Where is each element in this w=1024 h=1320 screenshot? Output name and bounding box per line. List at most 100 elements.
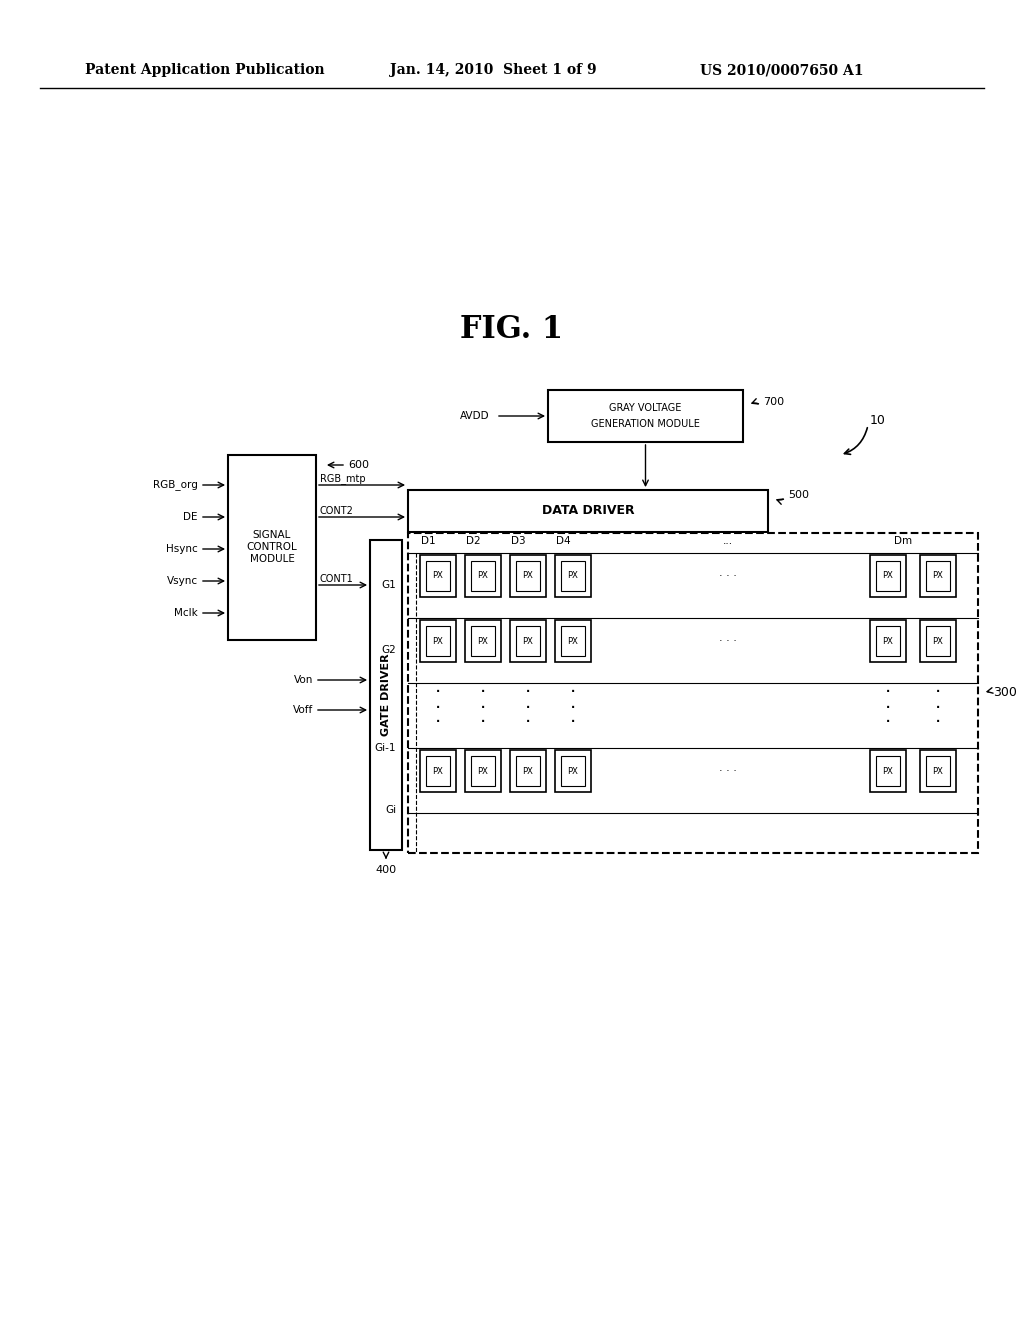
FancyBboxPatch shape bbox=[876, 626, 900, 656]
Text: ·: · bbox=[480, 714, 486, 733]
Text: CONT1: CONT1 bbox=[319, 574, 353, 583]
FancyBboxPatch shape bbox=[471, 561, 495, 591]
Text: ·: · bbox=[935, 698, 941, 718]
FancyBboxPatch shape bbox=[920, 620, 956, 663]
Text: Gi-1: Gi-1 bbox=[375, 743, 396, 752]
FancyBboxPatch shape bbox=[465, 620, 501, 663]
FancyBboxPatch shape bbox=[561, 626, 585, 656]
FancyBboxPatch shape bbox=[920, 750, 956, 792]
FancyBboxPatch shape bbox=[420, 750, 456, 792]
Text: FIG. 1: FIG. 1 bbox=[461, 314, 563, 346]
Text: PX: PX bbox=[883, 572, 893, 581]
Text: MODULE: MODULE bbox=[250, 554, 295, 565]
Text: US 2010/0007650 A1: US 2010/0007650 A1 bbox=[700, 63, 863, 77]
Text: 500: 500 bbox=[788, 490, 809, 500]
FancyBboxPatch shape bbox=[465, 554, 501, 597]
FancyBboxPatch shape bbox=[471, 756, 495, 785]
Text: ·: · bbox=[525, 698, 531, 718]
Text: DE: DE bbox=[183, 512, 198, 521]
Text: ·: · bbox=[570, 684, 577, 702]
Text: PX: PX bbox=[432, 636, 443, 645]
Text: GATE DRIVER: GATE DRIVER bbox=[381, 653, 391, 737]
Text: · · ·: · · · bbox=[719, 766, 737, 776]
FancyBboxPatch shape bbox=[926, 561, 950, 591]
FancyBboxPatch shape bbox=[876, 756, 900, 785]
Text: 700: 700 bbox=[763, 397, 784, 407]
FancyBboxPatch shape bbox=[510, 554, 546, 597]
Text: Voff: Voff bbox=[293, 705, 313, 715]
Text: PX: PX bbox=[477, 572, 488, 581]
Text: G1: G1 bbox=[381, 579, 396, 590]
Text: 400: 400 bbox=[376, 865, 396, 875]
Text: Vsync: Vsync bbox=[167, 576, 198, 586]
Text: PX: PX bbox=[933, 572, 943, 581]
Text: PX: PX bbox=[567, 767, 579, 776]
FancyBboxPatch shape bbox=[420, 554, 456, 597]
Text: ·: · bbox=[935, 714, 941, 733]
Text: ...: ... bbox=[723, 536, 733, 546]
Text: PX: PX bbox=[522, 572, 534, 581]
Text: PX: PX bbox=[477, 767, 488, 776]
Text: RGB_mtp: RGB_mtp bbox=[319, 474, 366, 484]
FancyBboxPatch shape bbox=[370, 540, 402, 850]
Text: Von: Von bbox=[294, 675, 313, 685]
Text: PX: PX bbox=[477, 636, 488, 645]
Text: ·: · bbox=[570, 698, 577, 718]
FancyBboxPatch shape bbox=[426, 756, 450, 785]
Text: RGB_org: RGB_org bbox=[154, 479, 198, 491]
Text: DATA DRIVER: DATA DRIVER bbox=[542, 504, 634, 517]
Text: Hsync: Hsync bbox=[166, 544, 198, 554]
FancyBboxPatch shape bbox=[926, 756, 950, 785]
Text: ·: · bbox=[435, 698, 441, 718]
Text: PX: PX bbox=[432, 767, 443, 776]
FancyBboxPatch shape bbox=[555, 554, 591, 597]
Text: ·: · bbox=[435, 714, 441, 733]
Text: CONT2: CONT2 bbox=[319, 506, 354, 516]
Text: · · ·: · · · bbox=[719, 572, 737, 581]
FancyBboxPatch shape bbox=[228, 455, 316, 640]
Text: Dm: Dm bbox=[894, 536, 912, 546]
Text: CONTROL: CONTROL bbox=[247, 543, 297, 553]
Text: PX: PX bbox=[933, 636, 943, 645]
FancyBboxPatch shape bbox=[516, 756, 540, 785]
Text: D1: D1 bbox=[421, 536, 435, 546]
Text: AVDD: AVDD bbox=[461, 411, 490, 421]
Text: 10: 10 bbox=[870, 413, 886, 426]
FancyBboxPatch shape bbox=[555, 750, 591, 792]
Text: D3: D3 bbox=[511, 536, 525, 546]
Text: ·: · bbox=[525, 684, 531, 702]
Text: 600: 600 bbox=[348, 459, 369, 470]
FancyBboxPatch shape bbox=[548, 389, 743, 442]
Text: PX: PX bbox=[883, 636, 893, 645]
FancyBboxPatch shape bbox=[561, 561, 585, 591]
Text: ·: · bbox=[885, 698, 891, 718]
Text: Patent Application Publication: Patent Application Publication bbox=[85, 63, 325, 77]
FancyBboxPatch shape bbox=[561, 756, 585, 785]
Text: PX: PX bbox=[933, 767, 943, 776]
Text: GENERATION MODULE: GENERATION MODULE bbox=[591, 418, 700, 429]
Text: ·: · bbox=[570, 714, 577, 733]
Text: PX: PX bbox=[567, 572, 579, 581]
FancyBboxPatch shape bbox=[420, 620, 456, 663]
Text: G2: G2 bbox=[381, 645, 396, 655]
FancyBboxPatch shape bbox=[920, 554, 956, 597]
FancyBboxPatch shape bbox=[510, 750, 546, 792]
FancyBboxPatch shape bbox=[426, 626, 450, 656]
Text: D4: D4 bbox=[556, 536, 570, 546]
FancyBboxPatch shape bbox=[510, 620, 546, 663]
Text: GRAY VOLTAGE: GRAY VOLTAGE bbox=[609, 403, 682, 413]
FancyBboxPatch shape bbox=[408, 533, 978, 853]
FancyBboxPatch shape bbox=[870, 554, 906, 597]
Text: Mclk: Mclk bbox=[174, 609, 198, 618]
Text: · · ·: · · · bbox=[719, 636, 737, 645]
FancyBboxPatch shape bbox=[465, 750, 501, 792]
FancyBboxPatch shape bbox=[471, 626, 495, 656]
FancyBboxPatch shape bbox=[876, 561, 900, 591]
FancyBboxPatch shape bbox=[870, 750, 906, 792]
FancyBboxPatch shape bbox=[555, 620, 591, 663]
Text: PX: PX bbox=[432, 572, 443, 581]
Text: 300: 300 bbox=[993, 686, 1017, 700]
Text: Jan. 14, 2010  Sheet 1 of 9: Jan. 14, 2010 Sheet 1 of 9 bbox=[390, 63, 597, 77]
Text: PX: PX bbox=[522, 636, 534, 645]
Text: PX: PX bbox=[883, 767, 893, 776]
